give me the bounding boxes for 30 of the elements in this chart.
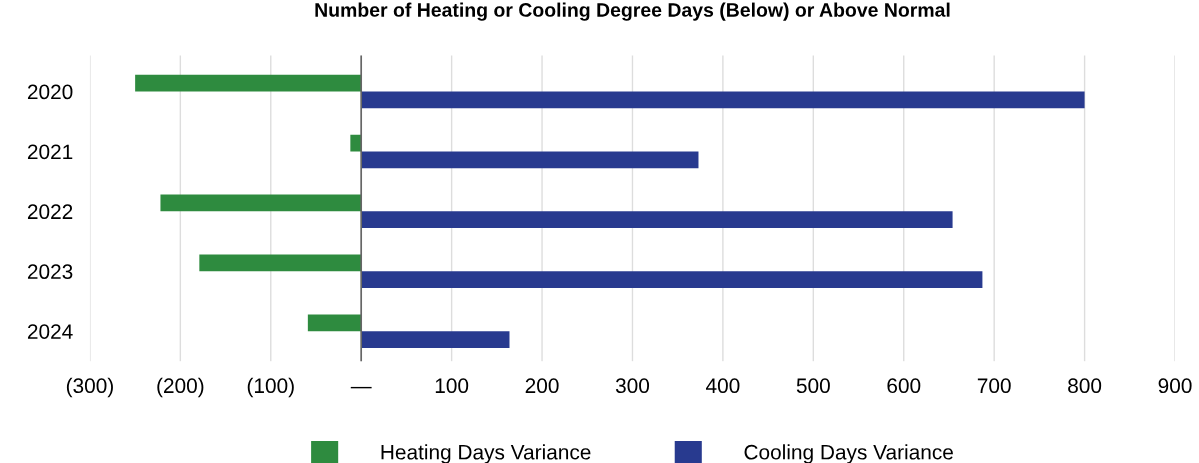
legend-label: Cooling Days Variance	[744, 444, 953, 463]
bar	[361, 211, 953, 229]
x-tick-label: 900	[1158, 378, 1192, 394]
x-tick-label: 100	[435, 378, 469, 394]
x-tick-label: 300	[615, 378, 650, 394]
x-tick-label: 800	[1068, 378, 1102, 394]
bar	[160, 194, 362, 212]
x-tick-label: 700	[977, 378, 1011, 394]
bar	[361, 271, 983, 289]
x-tick-label: 500	[796, 378, 830, 394]
bar	[361, 151, 699, 169]
x-tick-label: —	[350, 386, 372, 389]
x-tick-label: (300)	[66, 377, 113, 398]
bar	[135, 74, 362, 92]
y-tick-label: 2022	[27, 204, 73, 220]
x-tick-label: (200)	[157, 377, 204, 398]
x-tick-label: 400	[706, 378, 740, 394]
bar	[199, 254, 362, 272]
y-tick-label: 2024	[27, 324, 73, 339]
bar	[361, 331, 510, 348]
bar	[307, 314, 362, 332]
y-tick-label: 2023	[27, 264, 73, 280]
bar	[361, 91, 1085, 109]
x-tick-label: (100)	[247, 377, 294, 398]
y-tick-label: 2021	[27, 144, 73, 160]
x-tick-label: 200	[525, 378, 559, 394]
y-tick-label: 2020	[27, 84, 73, 100]
x-tick-label: 600	[887, 378, 921, 394]
legend-label: Heating Days Variance	[381, 444, 591, 463]
chart-title: Number of Heating or Cooling Degree Days (Below) or Above Normal	[315, 2, 950, 21]
